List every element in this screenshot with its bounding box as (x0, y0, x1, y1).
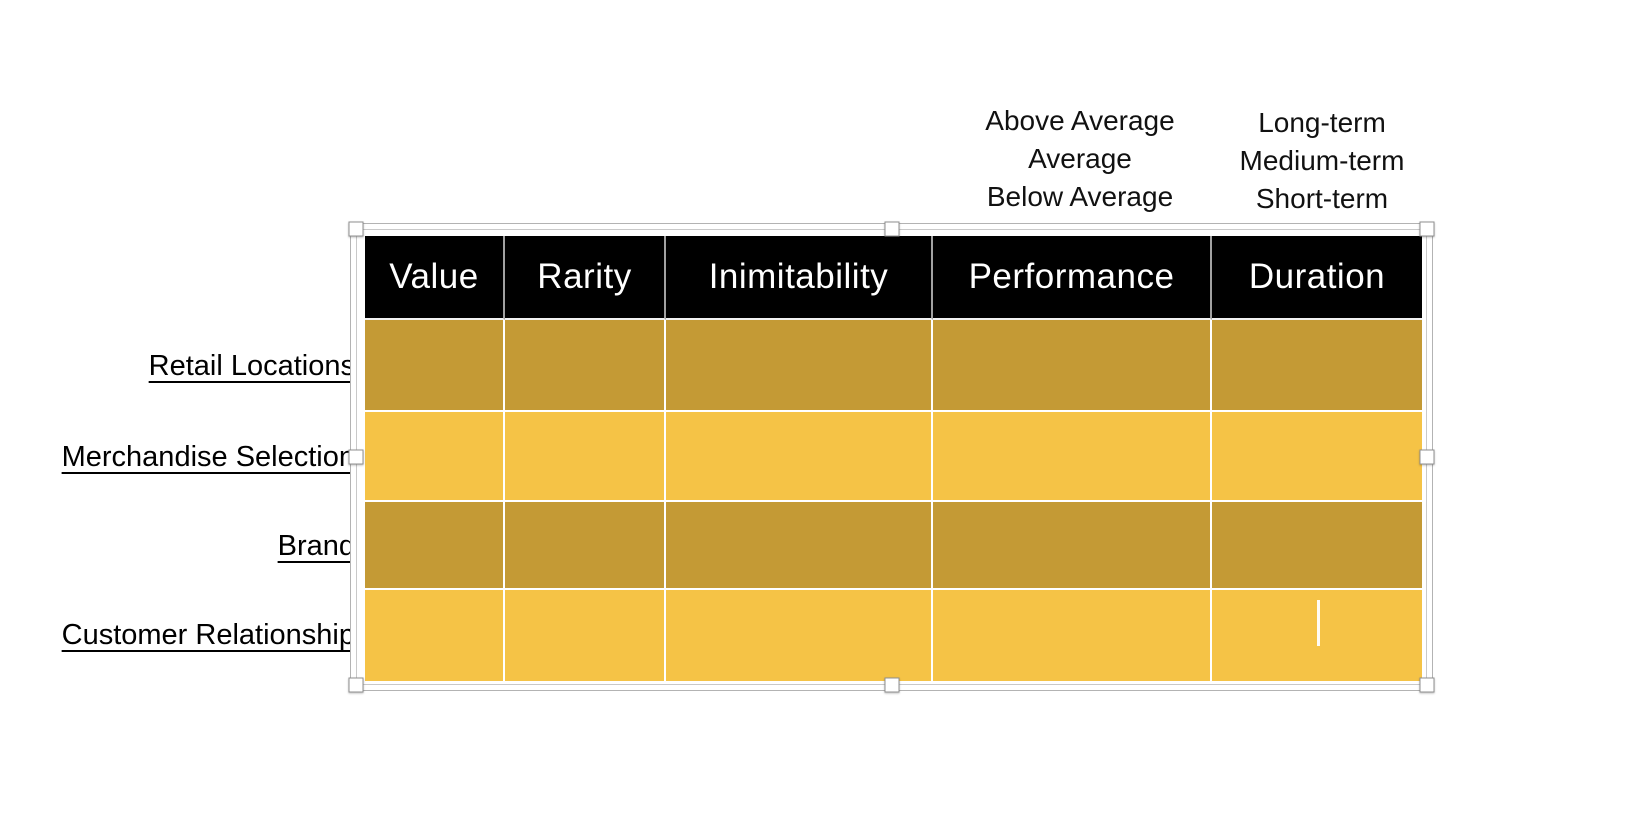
row-label-merchandise-selection[interactable]: Merchandise Selection (61, 441, 355, 473)
legend-line: Medium-term (1239, 145, 1405, 176)
table-cell[interactable] (933, 590, 1212, 681)
table-cell[interactable] (505, 502, 666, 590)
table-cell[interactable] (933, 412, 1212, 502)
resize-handle-bottom-right[interactable] (1419, 677, 1435, 693)
table-cell[interactable] (666, 502, 933, 590)
row-label-customer-relationship[interactable]: Customer Relationship (61, 619, 355, 651)
text-caret (1317, 600, 1320, 646)
resize-handle-middle-left[interactable] (348, 449, 364, 465)
table-cell[interactable] (1212, 412, 1422, 502)
table-cell[interactable] (933, 320, 1212, 412)
legend-line: Short-term (1255, 183, 1389, 214)
table-cell[interactable] (666, 590, 933, 681)
resize-handle-middle-right[interactable] (1419, 449, 1435, 465)
table-cell[interactable] (666, 412, 933, 502)
row-label-retail-locations[interactable]: Retail Locations (148, 350, 355, 382)
table-cell[interactable] (365, 590, 505, 681)
legend-line: Below Average (986, 181, 1174, 212)
column-header-rarity[interactable]: Rarity (505, 236, 666, 320)
column-header-value[interactable]: Value (365, 236, 505, 320)
table-cell[interactable] (1212, 502, 1422, 590)
column-header-duration[interactable]: Duration (1212, 236, 1422, 320)
table-cell[interactable] (505, 412, 666, 502)
performance-scale-legend[interactable]: Above Average Average Below Average (920, 102, 1240, 216)
resize-handle-top-left[interactable] (348, 221, 364, 237)
table-cell[interactable] (1212, 320, 1422, 412)
table-cell[interactable] (365, 320, 505, 412)
legend-line: Average (1028, 143, 1132, 174)
resize-handle-bottom-left[interactable] (348, 677, 364, 693)
table-cell[interactable] (666, 320, 933, 412)
column-header-performance[interactable]: Performance (933, 236, 1212, 320)
resize-handle-top-right[interactable] (1419, 221, 1435, 237)
table-cell[interactable] (365, 412, 505, 502)
duration-scale-legend[interactable]: Long-term Medium-term Short-term (1162, 104, 1482, 218)
resize-handle-top-middle[interactable] (884, 221, 899, 237)
legend-line: Long-term (1258, 107, 1386, 138)
resize-handle-bottom-middle[interactable] (884, 677, 899, 693)
row-label-brand[interactable]: Brand (277, 530, 355, 562)
legend-line: Above Average (985, 105, 1175, 136)
table-cell[interactable] (505, 590, 666, 681)
table-cell[interactable] (365, 502, 505, 590)
column-header-inimitability[interactable]: Inimitability (666, 236, 933, 320)
table-cell[interactable] (505, 320, 666, 412)
vrio-table[interactable]: Value Rarity Inimitability Performance D… (365, 236, 1422, 681)
table-cell[interactable] (933, 502, 1212, 590)
